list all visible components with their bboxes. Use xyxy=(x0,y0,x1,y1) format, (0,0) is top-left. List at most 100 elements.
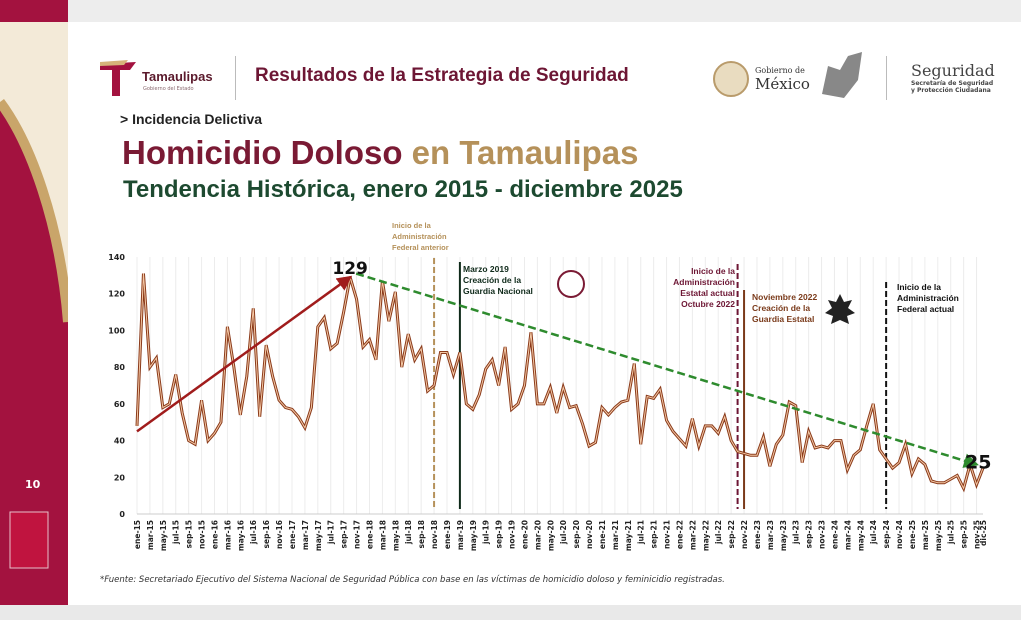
x-tick-label: nov-25 xyxy=(973,520,982,549)
x-tick-label: sep-25 xyxy=(960,520,969,548)
x-tick-label: mar-15 xyxy=(146,520,155,550)
x-tick-label: ene-25 xyxy=(908,520,917,549)
x-tick-label: may-21 xyxy=(624,520,633,551)
divider xyxy=(235,56,236,100)
x-tick-label: may-23 xyxy=(779,520,788,551)
guardia-estatal-star-icon xyxy=(825,294,855,324)
x-tick-label: mar-22 xyxy=(688,520,697,550)
x-tick-label: nov-23 xyxy=(818,520,827,549)
page-number: 10 xyxy=(25,478,41,491)
peak-label: 129 xyxy=(332,259,368,279)
x-tick-label: ene-22 xyxy=(675,520,684,549)
x-tick-label: jul-25 xyxy=(947,520,956,545)
x-tick-label: ene-19 xyxy=(443,520,452,549)
x-tick-label: nov-21 xyxy=(663,520,672,549)
trend-down-arrow xyxy=(355,272,979,468)
x-tick-label: may-24 xyxy=(856,520,865,551)
x-tick-label: sep-21 xyxy=(650,520,659,548)
x-tick-label: nov-17 xyxy=(353,520,362,549)
x-tick-label: nov-24 xyxy=(895,520,904,549)
x-tick-label: mar-18 xyxy=(378,520,387,550)
x-tick-label: sep-22 xyxy=(727,520,736,548)
x-tick-label: may-20 xyxy=(546,520,555,551)
x-tick-label: sep-17 xyxy=(340,520,349,548)
brand-name: Tamaulipas xyxy=(142,69,213,84)
divider xyxy=(886,56,887,100)
x-tick-label: mar-19 xyxy=(456,520,465,550)
x-tick-label: ene-23 xyxy=(753,520,762,549)
y-tick-label: 20 xyxy=(114,473,126,482)
x-tick-label: ene-16 xyxy=(210,520,219,549)
x-tick-label: mar-17 xyxy=(301,520,310,550)
x-tick-label: jul-16 xyxy=(249,520,258,545)
x-tick-label: mar-21 xyxy=(611,520,620,550)
trend-up-arrow xyxy=(136,275,353,433)
x-tick-label: nov-18 xyxy=(430,520,439,549)
x-tick-label: may-18 xyxy=(391,520,400,551)
x-tick-label: may-25 xyxy=(934,520,943,551)
y-tick-label: 120 xyxy=(108,290,125,299)
x-tick-label: jul-18 xyxy=(404,520,413,545)
y-tick-label: 80 xyxy=(114,363,126,372)
series-line-outline xyxy=(135,273,985,493)
x-tick-label: ene-21 xyxy=(598,520,607,549)
x-tick-label: jul-19 xyxy=(482,520,491,545)
x-tick-label: may-16 xyxy=(236,520,245,551)
mexico-seal-icon xyxy=(713,61,749,97)
x-tick-label: sep-16 xyxy=(262,520,271,548)
flag-illustration-icon xyxy=(822,52,862,98)
subtitle: Tendencia Histórica, enero 2015 - diciem… xyxy=(123,176,683,203)
x-tick-label: nov-19 xyxy=(508,520,517,549)
x-tick-label: sep-15 xyxy=(185,520,194,548)
x-tick-label: jul-20 xyxy=(559,520,568,545)
end-label: 25 xyxy=(965,451,991,473)
x-tick-label: ene-15 xyxy=(133,520,142,549)
tamaulipas-logo xyxy=(100,60,136,96)
side-decoration xyxy=(0,22,68,605)
x-tick-label: mar-25 xyxy=(921,520,930,550)
x-tick-label: mar-16 xyxy=(223,520,232,550)
gob-line1: Gobierno de xyxy=(755,66,805,75)
x-tick-label: nov-20 xyxy=(585,520,594,549)
x-tick-label: dic-25 xyxy=(979,520,988,546)
x-tick-label: sep-19 xyxy=(495,520,504,548)
annotation-label: Inicio de la Administración Federal anteri… xyxy=(392,221,449,252)
x-tick-label: sep-18 xyxy=(417,520,426,548)
x-tick-label: sep-20 xyxy=(572,520,581,548)
x-tick-label: mar-20 xyxy=(533,520,542,550)
footnote: *Fuente: Secretariado Ejecutivo del Sist… xyxy=(100,575,725,585)
y-tick-label: 40 xyxy=(114,437,126,446)
annotation-label: Marzo 2019 Creación de la Guardia Nacional xyxy=(463,264,533,296)
x-tick-label: nov-16 xyxy=(275,520,284,549)
x-tick-label: nov-22 xyxy=(740,520,749,549)
y-tick-label: 140 xyxy=(108,253,125,262)
x-tick-label: ene-17 xyxy=(288,520,297,549)
annotation-label: Inicio de la Administración Estatal actual… xyxy=(673,266,735,309)
seguridad-sub: Secretaría de Seguridad y Protección Ciud… xyxy=(911,80,994,94)
x-tick-label: nov-15 xyxy=(198,520,207,549)
top-bar xyxy=(0,0,1021,22)
header-title: Resultados de la Estrategia de Seguridad xyxy=(255,65,629,86)
x-tick-label: sep-24 xyxy=(882,520,891,548)
x-tick-label: may-15 xyxy=(159,520,168,551)
annotation-label: Noviembre 2022 Creación de la Guardia Esta… xyxy=(752,292,818,324)
x-tick-label: mar-24 xyxy=(843,520,852,550)
x-tick-label: ene-24 xyxy=(830,520,839,549)
seguridad-title: Seguridad xyxy=(911,61,995,80)
gob-line2: México xyxy=(755,75,810,93)
x-tick-label: may-19 xyxy=(469,520,478,551)
guardia-nacional-badge-icon xyxy=(557,270,585,298)
x-tick-label: may-17 xyxy=(314,520,323,551)
x-tick-label: jul-21 xyxy=(637,520,646,545)
y-tick-label: 0 xyxy=(119,510,125,519)
section-label: > Incidencia Delictiva xyxy=(120,111,263,127)
x-tick-label: jul-17 xyxy=(327,520,336,545)
x-tick-label: ene-20 xyxy=(520,520,529,549)
y-tick-label: 60 xyxy=(114,400,126,409)
x-tick-label: jul-15 xyxy=(172,520,181,545)
x-tick-label: sep-23 xyxy=(805,520,814,548)
x-tick-label: jul-24 xyxy=(869,520,878,545)
main-title: Homicidio Doloso en Tamaulipas xyxy=(122,134,639,171)
annotation-label: Inicio de la Administración Federal actual xyxy=(897,282,959,314)
